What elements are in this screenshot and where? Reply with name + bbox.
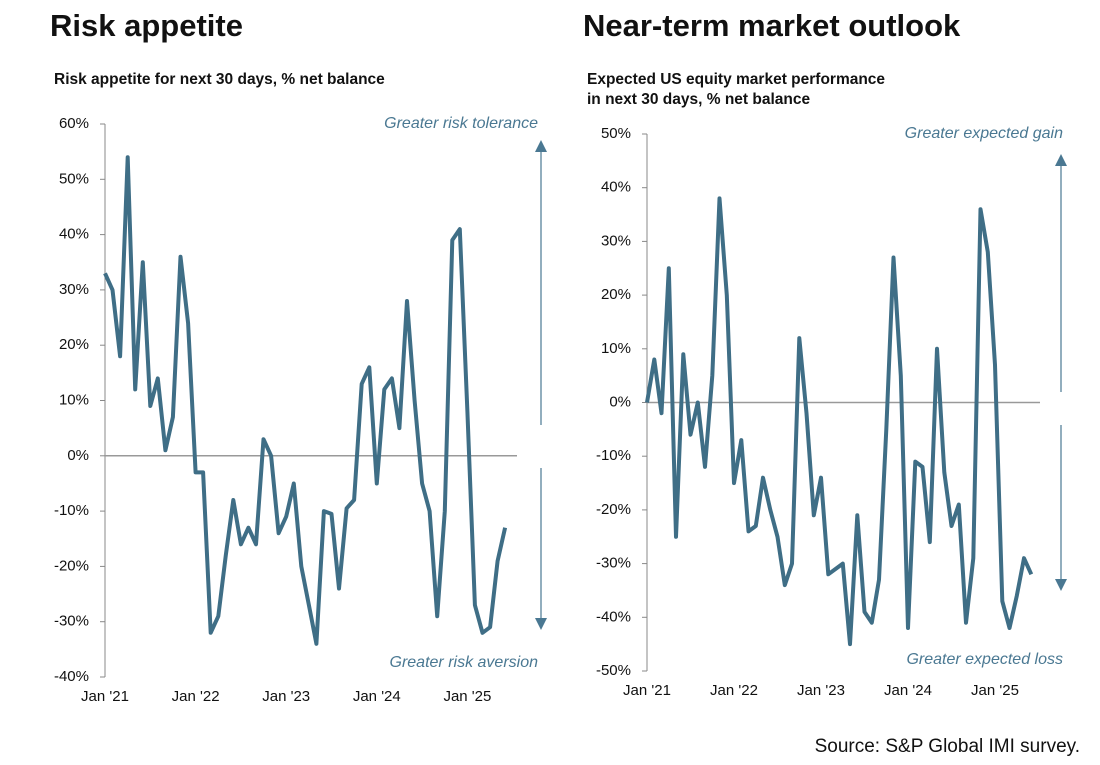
annotation: Greater expected gain <box>905 125 1063 142</box>
y-tick-label: -10% <box>54 502 89 519</box>
y-tick-label: -30% <box>54 613 89 630</box>
source: Source: S&P Global IMI survey. <box>815 736 1080 757</box>
y-tick-label: 20% <box>601 286 631 303</box>
y-tick-label: 50% <box>601 125 631 142</box>
y-tick-label: 20% <box>59 336 89 353</box>
x-tick-label: Jan '24 <box>884 682 932 699</box>
x-tick-label: Jan '25 <box>971 682 1019 699</box>
y-tick-label: -50% <box>596 662 631 679</box>
x-tick-label: Jan '21 <box>623 682 671 699</box>
y-tick-label: 30% <box>601 232 631 249</box>
chart-subtitle: Expected US equity market performance <box>587 71 885 88</box>
annotation: Greater expected loss <box>906 651 1063 668</box>
x-tick-label: Jan '23 <box>797 682 845 699</box>
y-tick-label: -40% <box>596 608 631 625</box>
chart-title: Near-term market outlook <box>583 8 961 43</box>
line-series <box>645 196 1034 647</box>
y-tick-label: 0% <box>67 447 89 464</box>
x-tick-label: Jan '25 <box>443 688 491 705</box>
y-tick-label: 50% <box>59 170 89 187</box>
y-tick-label: 40% <box>59 226 89 243</box>
annotation: Greater risk tolerance <box>384 115 538 132</box>
y-tick-label: 10% <box>59 391 89 408</box>
chart-subtitle: in next 30 days, % net balance <box>587 91 810 108</box>
x-tick-label: Jan '23 <box>262 688 310 705</box>
chart-subtitle: Risk appetite for next 30 days, % net ba… <box>54 71 385 88</box>
x-tick-label: Jan '21 <box>81 688 129 705</box>
chart-title: Risk appetite <box>50 8 243 43</box>
x-tick-label: Jan '22 <box>172 688 220 705</box>
y-tick-label: 30% <box>59 281 89 298</box>
y-tick-label: -20% <box>596 501 631 518</box>
y-tick-label: -20% <box>54 557 89 574</box>
y-tick-label: 40% <box>601 179 631 196</box>
y-tick-label: -10% <box>596 447 631 464</box>
line-series <box>103 155 508 646</box>
annotation: Greater risk aversion <box>390 654 539 671</box>
y-tick-label: 0% <box>609 393 631 410</box>
y-tick-label: 10% <box>601 340 631 357</box>
x-tick-label: Jan '24 <box>353 688 401 705</box>
y-tick-label: 60% <box>59 115 89 132</box>
x-tick-label: Jan '22 <box>710 682 758 699</box>
arrows <box>535 140 1067 630</box>
y-tick-label: -30% <box>596 555 631 572</box>
y-tick-label: -40% <box>54 668 89 685</box>
